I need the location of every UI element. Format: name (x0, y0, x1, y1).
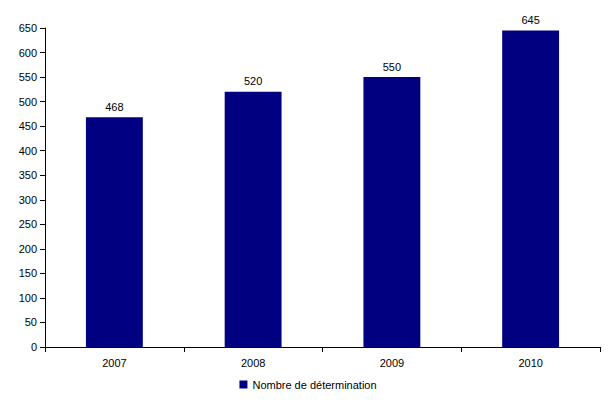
svg-text:468: 468 (105, 101, 123, 113)
svg-text:550: 550 (19, 71, 37, 83)
svg-text:500: 500 (19, 96, 37, 108)
svg-text:300: 300 (19, 194, 37, 206)
svg-text:645: 645 (521, 14, 539, 26)
svg-text:450: 450 (19, 120, 37, 132)
svg-text:2007: 2007 (102, 357, 126, 369)
svg-text:2010: 2010 (518, 357, 542, 369)
svg-text:650: 650 (19, 22, 37, 34)
svg-text:550: 550 (383, 61, 401, 73)
svg-text:100: 100 (19, 292, 37, 304)
svg-text:2009: 2009 (380, 357, 404, 369)
svg-text:200: 200 (19, 243, 37, 255)
svg-text:400: 400 (19, 145, 37, 157)
svg-text:350: 350 (19, 169, 37, 181)
svg-text:150: 150 (19, 267, 37, 279)
svg-text:Nombre de détermination: Nombre de détermination (252, 379, 376, 391)
svg-text:520: 520 (244, 75, 262, 87)
svg-text:50: 50 (25, 316, 37, 328)
svg-text:600: 600 (19, 47, 37, 59)
svg-text:2008: 2008 (241, 357, 265, 369)
svg-text:250: 250 (19, 218, 37, 230)
svg-text:0: 0 (31, 341, 37, 353)
